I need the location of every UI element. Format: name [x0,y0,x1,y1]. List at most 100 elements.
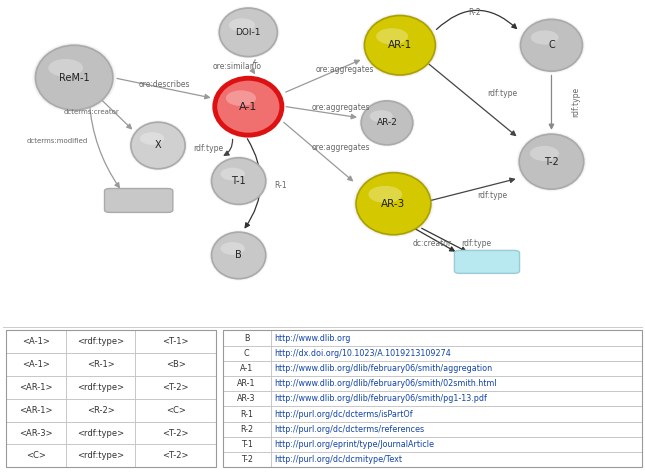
Text: <rdf:type>: <rdf:type> [77,451,124,460]
Ellipse shape [226,90,256,106]
Ellipse shape [355,171,432,236]
Text: <R-2>: <R-2> [87,406,115,415]
Ellipse shape [212,76,284,137]
Ellipse shape [210,230,268,280]
Text: <T-2>: <T-2> [163,429,189,438]
Text: rdf:type: rdf:type [194,144,224,153]
Text: T-1: T-1 [241,440,253,449]
Ellipse shape [531,30,559,45]
Text: rdf:type: rdf:type [461,239,491,248]
Text: <T-1>: <T-1> [163,337,189,346]
Text: ore:similarTo: ore:similarTo [213,62,262,71]
Text: <AR-1>: <AR-1> [19,383,53,392]
Ellipse shape [215,78,282,135]
Text: rdf:type: rdf:type [487,89,517,98]
Ellipse shape [210,157,267,205]
Ellipse shape [359,99,415,147]
Text: dc:creator: dc:creator [413,239,452,248]
Ellipse shape [129,120,187,171]
Text: http://www.dlib.org/dlib/february06/smith/02smith.html: http://www.dlib.org/dlib/february06/smit… [274,379,497,388]
Ellipse shape [32,42,116,112]
Text: B: B [235,251,242,261]
Ellipse shape [212,232,266,278]
Text: C: C [548,40,555,50]
Text: dcterms:modified: dcterms:modified [27,138,88,143]
Text: http://www.dlib.org: http://www.dlib.org [274,334,350,343]
Text: R-2: R-2 [468,8,481,17]
Text: <T-2>: <T-2> [163,451,189,460]
Text: ReM-1: ReM-1 [59,73,90,83]
Text: dcterms:creator: dcterms:creator [63,109,119,115]
Ellipse shape [376,28,408,44]
Ellipse shape [518,17,585,73]
Text: AR-3: AR-3 [237,394,256,404]
Ellipse shape [219,8,277,57]
Ellipse shape [35,45,113,110]
Text: ore:aggregates: ore:aggregates [312,103,370,112]
Text: rdf:type: rdf:type [571,87,580,117]
Ellipse shape [48,59,83,77]
Ellipse shape [356,173,431,235]
Ellipse shape [519,134,584,189]
Text: http://www.dlib.org/dlib/february06/smith/pg1-13.pdf: http://www.dlib.org/dlib/february06/smit… [274,394,487,404]
Text: rdf:type: rdf:type [477,191,508,200]
Text: T-1: T-1 [232,176,246,186]
Ellipse shape [519,18,584,72]
Text: AR-1: AR-1 [388,40,412,50]
Ellipse shape [210,231,267,279]
Text: <rdf:type>: <rdf:type> [77,429,124,438]
Text: AR-3: AR-3 [381,199,406,209]
Ellipse shape [218,7,279,58]
Ellipse shape [34,44,114,111]
Ellipse shape [361,101,413,145]
Ellipse shape [517,132,586,191]
Text: <rdf:type>: <rdf:type> [77,383,124,392]
Text: B: B [244,334,250,343]
Text: <C>: <C> [26,451,46,460]
Text: AR-1: AR-1 [237,379,256,388]
Text: X: X [155,141,161,151]
Ellipse shape [364,16,435,75]
Text: <T-2>: <T-2> [163,383,189,392]
Text: <AR-3>: <AR-3> [19,429,53,438]
Text: http://purl.org/eprint/type/JournalArticle: http://purl.org/eprint/type/JournalArtic… [274,440,434,449]
Ellipse shape [521,19,582,71]
Ellipse shape [217,6,280,59]
FancyBboxPatch shape [104,188,173,212]
Text: <B>: <B> [166,360,186,369]
Ellipse shape [353,170,434,237]
Text: ore:aggregates: ore:aggregates [316,65,375,74]
Text: C: C [244,349,250,358]
Text: <A-1>: <A-1> [23,337,50,346]
Text: A-1: A-1 [240,364,253,373]
Ellipse shape [362,13,438,77]
Text: http://purl.org/dc/dcmitype/Text: http://purl.org/dc/dcmitype/Text [274,455,402,464]
Text: T-2: T-2 [544,157,559,167]
Text: R-1: R-1 [274,181,287,190]
Ellipse shape [518,133,585,190]
Text: A-1: A-1 [239,101,257,112]
Text: ore:describes: ore:describes [139,80,190,89]
Ellipse shape [131,122,185,169]
Ellipse shape [229,18,255,32]
Text: DOI-1: DOI-1 [235,28,261,37]
Ellipse shape [212,158,266,204]
Ellipse shape [140,132,164,145]
Ellipse shape [360,100,414,146]
Ellipse shape [213,77,283,136]
Text: http://dx.doi.org/10.1023/A.1019213109274: http://dx.doi.org/10.1023/A.101921310927… [274,349,451,358]
Text: <A-1>: <A-1> [23,360,50,369]
Ellipse shape [210,156,268,206]
Ellipse shape [221,168,245,180]
Text: ore:aggregates: ore:aggregates [312,143,370,152]
Ellipse shape [130,121,186,170]
Text: <C>: <C> [166,406,186,415]
Ellipse shape [363,14,437,76]
Ellipse shape [530,146,559,161]
Text: <rdf:type>: <rdf:type> [77,337,124,346]
Text: T-2: T-2 [241,455,253,464]
FancyBboxPatch shape [454,251,520,273]
Text: R-2: R-2 [240,425,253,434]
Text: http://purl.org/dc/dcterms/isPartOf: http://purl.org/dc/dcterms/isPartOf [274,410,413,419]
Text: <R-1>: <R-1> [87,360,115,369]
